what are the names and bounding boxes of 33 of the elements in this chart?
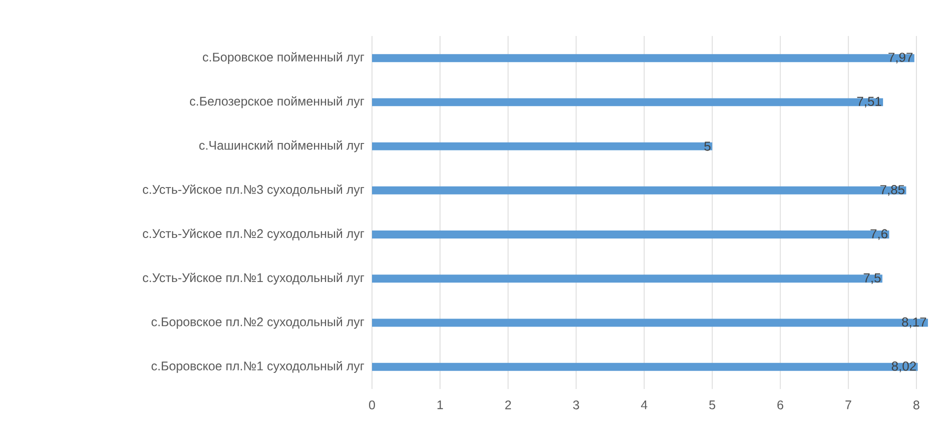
y-tick-label: с.Чашинский пойменный луг [199,140,364,152]
x-tick-label: 6 [777,400,784,410]
data-label: 8,17 [902,317,926,328]
bar [372,362,918,371]
bar [372,54,914,62]
data-label: 7,5 [864,273,881,284]
data-label: 7,51 [857,96,882,108]
data-label: 7,97 [888,52,912,64]
y-tick-label: с.Боровское пойменный луг [202,52,364,64]
data-label: 7,85 [880,185,904,196]
y-tick-label: с.Усть-Уйское пл.№3 суходольный луг [142,184,364,196]
data-label: 7,6 [870,229,888,240]
x-tick-label: 7 [846,400,852,410]
bar [372,318,928,327]
bar [372,142,712,150]
y-tick-label: с.Боровское пл.№2 суходольный луг [152,316,364,329]
x-tick-label: 5 [709,400,716,410]
bar [372,98,884,106]
y-tick-label: с.Боровское пл.№1 суходольный луг [152,360,364,373]
y-tick-label: с.Усть-Уйское пл.№2 суходольный луг [142,228,364,240]
x-tick-label: 0 [369,400,375,410]
x-tick-label: 1 [438,400,443,410]
bar [372,230,890,239]
x-tick-label: 3 [573,400,580,410]
y-tick-label: с.Усть-Уйское пл.№1 суходольный луг [142,272,364,285]
data-label: 8,02 [892,362,916,372]
y-tick-label: с.Белозерское пойменный луг [190,96,364,108]
bar [372,186,906,194]
x-tick-label: 4 [641,400,648,410]
data-label: 5 [704,142,710,151]
x-tick-label: 2 [505,400,511,410]
x-tick-label: 8 [913,400,920,410]
bar [372,274,882,283]
